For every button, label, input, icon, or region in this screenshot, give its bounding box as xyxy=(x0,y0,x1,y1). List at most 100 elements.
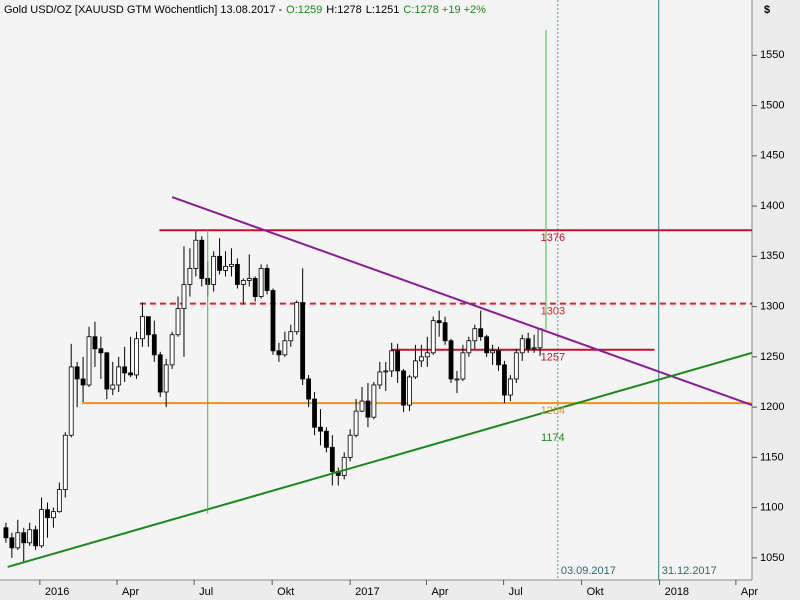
candle-body xyxy=(448,340,454,380)
candle-body xyxy=(389,350,395,372)
candle-body xyxy=(234,263,240,285)
candle-body xyxy=(276,350,282,356)
candle-body xyxy=(187,267,193,285)
header-part: Gold USD/OZ [XAUUSD GTM Wöchentlich] 13.… xyxy=(4,4,282,16)
y-tick-label: 1550 xyxy=(760,49,784,61)
header-part: C:1278 +19 +2% xyxy=(403,4,486,16)
date-line-label: 31.12.2017 xyxy=(662,565,717,577)
candle-body xyxy=(466,340,472,354)
candle-body xyxy=(104,352,110,390)
candle-body xyxy=(199,239,205,279)
candle-body xyxy=(407,376,412,406)
candle-body xyxy=(217,255,222,271)
candle-body xyxy=(264,267,270,291)
x-axis-panel xyxy=(0,580,752,600)
candle-body xyxy=(430,320,436,354)
x-tick-label: Okt xyxy=(587,586,604,598)
candle-body xyxy=(525,338,531,350)
candle-body xyxy=(454,378,460,381)
candle-body xyxy=(45,509,50,519)
y-tick-label: 1450 xyxy=(760,150,784,162)
candle-body xyxy=(145,316,151,336)
y-tick-label: 1200 xyxy=(760,401,784,413)
y-tick-label: 1050 xyxy=(760,552,784,564)
candle-body xyxy=(424,352,430,358)
trend-label: 1174 xyxy=(541,432,565,444)
candle-body xyxy=(359,400,365,412)
x-tick-label: 2018 xyxy=(665,586,689,598)
plot xyxy=(3,0,752,580)
candle-body xyxy=(9,537,15,549)
candle-body xyxy=(62,434,68,490)
x-tick-label: Jul xyxy=(509,586,523,598)
candle-body xyxy=(56,489,62,513)
candle-body xyxy=(383,370,389,373)
candle-body xyxy=(472,328,478,342)
header-part: O:1259 xyxy=(286,4,322,16)
chart-header: Gold USD/OZ [XAUUSD GTM Wöchentlich] 13.… xyxy=(4,4,486,16)
candle-body xyxy=(507,378,513,396)
y-tick-label: 1350 xyxy=(760,250,784,262)
candle-body xyxy=(240,280,246,285)
candle-body xyxy=(21,532,27,544)
candle-body xyxy=(324,430,329,448)
candle-body xyxy=(484,336,490,354)
header-part: H:1278 xyxy=(326,4,361,16)
y-tick-label: 1300 xyxy=(760,300,784,312)
candle-body xyxy=(371,384,377,418)
trend-line xyxy=(171,196,752,407)
candle-body xyxy=(478,328,484,338)
candle-body xyxy=(252,278,258,297)
y-tick-label: 1500 xyxy=(760,99,784,111)
candle-body xyxy=(157,354,163,393)
candle-body xyxy=(175,308,181,336)
candle-body xyxy=(193,239,199,269)
plot-area xyxy=(0,0,752,580)
x-tick-label: Jul xyxy=(199,586,213,598)
candle-body xyxy=(86,336,92,386)
candle-body xyxy=(80,378,86,386)
date-line-label: 03.09.2017 xyxy=(561,565,616,577)
candle-body xyxy=(163,364,169,393)
candle-body xyxy=(294,302,300,333)
trend-line xyxy=(7,351,752,568)
candle-body xyxy=(169,334,175,366)
candle-body xyxy=(270,290,276,352)
candle-body xyxy=(300,302,306,380)
x-tick-label: 2016 xyxy=(45,586,69,598)
level-label: 1204 xyxy=(541,405,565,417)
candle-body xyxy=(258,267,264,297)
header-part: L:1251 xyxy=(366,4,400,16)
candle-body xyxy=(39,509,44,547)
candle-body xyxy=(98,348,104,354)
y-axis-panel xyxy=(752,0,800,600)
candle-body xyxy=(27,529,33,544)
candle-body xyxy=(181,284,187,309)
candle-body xyxy=(312,398,317,428)
candle-body xyxy=(3,527,9,539)
candle-body xyxy=(122,366,128,374)
candle-body xyxy=(140,316,145,340)
candle-body xyxy=(537,328,543,349)
candle-body xyxy=(128,372,133,376)
candle-body xyxy=(377,371,383,386)
x-tick-label: Apr xyxy=(741,586,758,598)
x-tick-label: Apr xyxy=(431,586,448,598)
candle-body xyxy=(116,366,122,386)
candle-body xyxy=(134,338,139,376)
y-unit: $ xyxy=(764,4,770,16)
candle-body xyxy=(395,350,401,372)
candle-body xyxy=(318,426,323,432)
level-label: 1303 xyxy=(541,305,565,317)
y-tick-label: 1150 xyxy=(760,451,784,463)
candle-body xyxy=(282,340,288,356)
candle-body xyxy=(246,278,252,281)
candle-body xyxy=(74,366,80,380)
candle-body xyxy=(33,529,39,547)
candle-body xyxy=(51,511,56,519)
candle-body xyxy=(519,338,525,354)
candle-body xyxy=(460,352,466,380)
x-tick-label: Okt xyxy=(277,586,294,598)
candle-body xyxy=(513,352,519,380)
candle-body xyxy=(442,322,448,342)
